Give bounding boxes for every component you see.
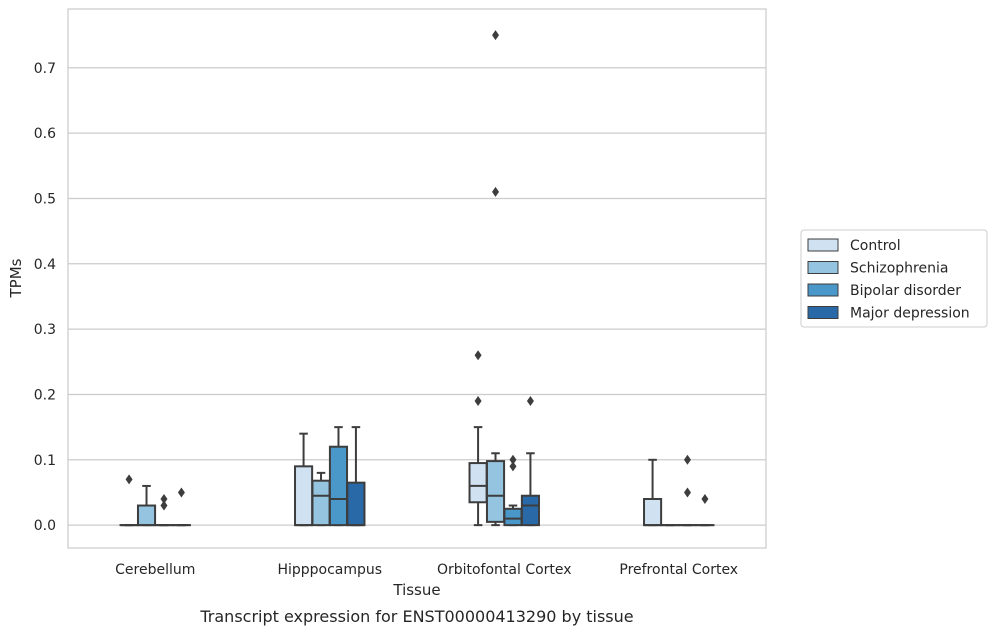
y-tick-label: 0.7 xyxy=(34,61,56,77)
legend-label: Control xyxy=(850,238,901,254)
legend-swatch xyxy=(807,238,839,252)
legend-item-major-depression: Major depression xyxy=(807,306,970,322)
y-tick-label: 0.2 xyxy=(34,387,56,403)
y-tick-label: 0.3 xyxy=(34,322,56,338)
box-control-prefrontal-cortex xyxy=(643,458,663,527)
outlier-point xyxy=(160,494,168,504)
outlier-point xyxy=(125,474,133,485)
box-major-depression-cerebellum xyxy=(171,487,191,527)
chart-caption: Transcript expression for ENST0000041329… xyxy=(199,607,633,626)
outlier-point xyxy=(474,396,482,406)
box-iqr xyxy=(346,481,366,527)
box-iqr xyxy=(520,494,540,527)
y-tick-label: 0.5 xyxy=(34,191,56,207)
y-axis-title: TPMs xyxy=(7,258,25,298)
legend: Control Schizophrenia Bipolar disorder Majo… xyxy=(800,229,988,328)
legend-swatch xyxy=(807,283,839,297)
y-tick-labels: 0.0 0.1 0.2 0.3 0.4 0.5 0.6 0.7 xyxy=(34,61,56,534)
legend-label: Bipolar disorder xyxy=(850,283,961,299)
box-iqr xyxy=(485,460,506,523)
x-axis-title: Tissue xyxy=(392,581,440,599)
box-iqr xyxy=(311,479,331,527)
outlier-point xyxy=(160,500,168,511)
box-iqr xyxy=(136,504,157,527)
x-tick-label: Hipppocampus xyxy=(277,562,382,578)
outlier-point xyxy=(683,454,691,465)
box-control-cerebellum xyxy=(119,474,139,527)
legend-frame xyxy=(800,229,988,328)
box-control-orbitofontal-cortex xyxy=(468,350,488,527)
outlier-point xyxy=(177,487,185,498)
legend-item-bipolar-disorder: Bipolar disorder xyxy=(807,283,961,299)
legend-swatch xyxy=(807,306,839,319)
boxes xyxy=(119,30,715,527)
legend-swatch xyxy=(807,261,839,274)
box-iqr xyxy=(468,462,488,504)
box-iqr xyxy=(643,498,663,527)
y-tick-label: 0.0 xyxy=(34,518,56,534)
gridlines xyxy=(68,67,766,526)
legend-label: Major depression xyxy=(850,306,970,322)
outlier-point xyxy=(509,454,517,465)
box-iqr xyxy=(503,507,523,527)
box-schizophrenia-hipppocampus xyxy=(311,471,331,527)
y-tick-label: 0.1 xyxy=(34,453,56,469)
outlier-point xyxy=(701,494,709,504)
outlier-point xyxy=(474,350,482,361)
legend-item-control: Control xyxy=(807,238,901,254)
box-iqr xyxy=(328,445,349,527)
box-schizophrenia-orbitofontal-cortex xyxy=(485,30,506,527)
plot-area xyxy=(67,8,767,549)
x-tick-label: Orbitofontal Cortex xyxy=(437,562,572,578)
box-iqr xyxy=(294,465,314,527)
x-tick-label: Cerebellum xyxy=(115,562,195,578)
x-tick-labels: Cerebellum Hipppocampus Orbitofontal Corte… xyxy=(115,562,738,578)
legend-item-schizophrenia: Schizophrenia xyxy=(807,261,948,277)
box-major-depression-hipppocampus xyxy=(346,426,366,527)
outlier-point xyxy=(509,461,517,472)
outlier-point xyxy=(492,186,500,197)
y-tick-label: 0.4 xyxy=(34,257,56,273)
y-tick-label: 0.6 xyxy=(34,126,56,142)
legend-label: Schizophrenia xyxy=(850,261,948,277)
outlier-point xyxy=(683,487,691,498)
box-major-depression-orbitofontal-cortex xyxy=(520,396,540,527)
x-tick-label: Prefrontal Cortex xyxy=(619,562,738,578)
outlier-point xyxy=(526,396,534,406)
box-schizophrenia-cerebellum xyxy=(136,484,157,527)
outlier-point xyxy=(492,30,500,41)
box-major-depression-prefrontal-cortex xyxy=(695,494,715,527)
